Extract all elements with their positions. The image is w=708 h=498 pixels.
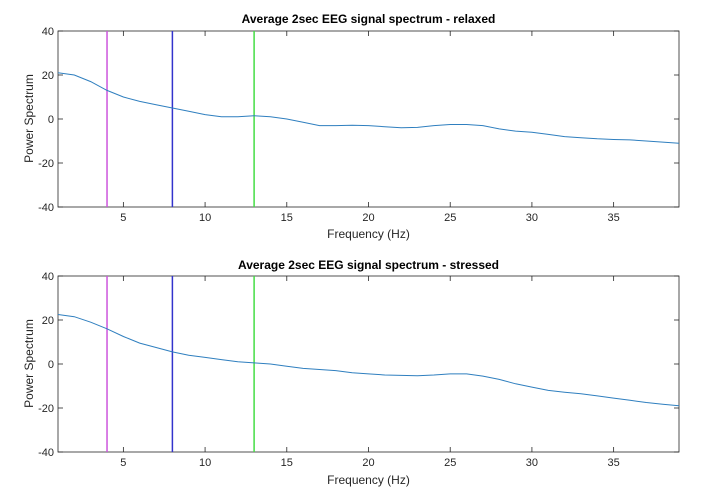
x-tick-label: 25: [444, 212, 456, 224]
y-tick-label: 0: [48, 114, 54, 126]
y-tick-label: 0: [48, 359, 54, 371]
x-tick-label: 10: [199, 212, 211, 224]
y-tick-label: 20: [42, 70, 54, 82]
plot-frame: [57, 30, 680, 208]
series-line-0: [57, 72, 680, 144]
chart-stressed: Average 2sec EEG signal spectrum - stres…: [22, 258, 680, 487]
chart-relaxed: Average 2sec EEG signal spectrum - relax…: [22, 12, 680, 241]
y-tick-label: 40: [42, 271, 54, 283]
chart-title: Average 2sec EEG signal spectrum - stres…: [238, 258, 499, 272]
x-tick-label: 20: [362, 212, 374, 224]
y-tick-label: -20: [38, 403, 54, 415]
y-tick-label: -20: [38, 158, 54, 170]
plot-frame: [57, 275, 680, 453]
x-tick-label: 5: [120, 457, 126, 469]
x-tick-label: 30: [526, 457, 538, 469]
x-axis-label: Frequency (Hz): [327, 473, 410, 487]
series-line-0: [57, 314, 680, 407]
x-tick-label: 5: [120, 212, 126, 224]
x-tick-label: 15: [281, 212, 293, 224]
y-tick-label: -40: [38, 447, 54, 459]
y-tick-label: -40: [38, 202, 54, 214]
x-tick-label: 25: [444, 457, 456, 469]
y-axis-label: Power Spectrum: [22, 74, 36, 163]
x-tick-label: 10: [199, 457, 211, 469]
x-tick-label: 30: [526, 212, 538, 224]
x-tick-label: 35: [608, 457, 620, 469]
x-axis-label: Frequency (Hz): [327, 227, 410, 241]
x-tick-label: 15: [281, 457, 293, 469]
x-tick-label: 20: [362, 457, 374, 469]
y-axis-label: Power Spectrum: [22, 319, 36, 408]
y-tick-label: 20: [42, 315, 54, 327]
y-tick-label: 40: [42, 26, 54, 38]
x-tick-label: 35: [608, 212, 620, 224]
chart-title: Average 2sec EEG signal spectrum - relax…: [242, 12, 496, 26]
